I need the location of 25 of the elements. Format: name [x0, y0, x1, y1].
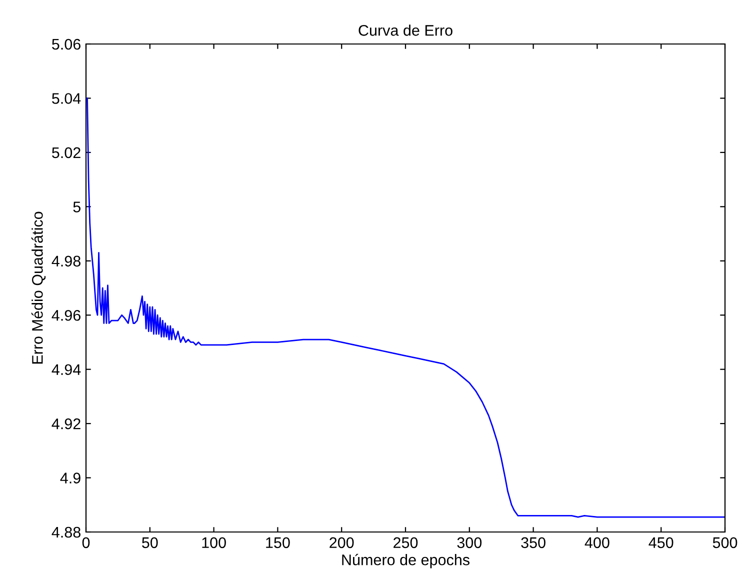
chart-title: Curva de Erro: [358, 24, 452, 36]
x-tick-label: 500: [712, 537, 738, 548]
y-tick-label: 5: [73, 202, 80, 212]
x-tick-label: 200: [330, 537, 354, 548]
y-tick-label: 5.04: [52, 93, 81, 104]
x-tick-label: 450: [648, 537, 674, 548]
y-tick-label: 4.98: [52, 256, 80, 267]
x-tick-label: 400: [584, 537, 610, 548]
y-tick-label: 5.02: [52, 147, 80, 158]
x-tick-label: 300: [457, 537, 482, 548]
y-tick-label: 5.06: [52, 38, 80, 50]
y-tick-label: 4.88: [52, 526, 80, 538]
y-tick-label: 4.9: [60, 472, 80, 484]
y-axis-title: Erro Médio Quadrático: [31, 212, 46, 364]
x-tick-label: 150: [266, 537, 290, 548]
x-tick-label: 50: [142, 537, 158, 548]
y-tick-label: 4.94: [52, 364, 81, 376]
x-tick-label: 350: [521, 537, 546, 548]
y-tick-label: 4.96: [52, 310, 80, 321]
line-series: [86, 98, 725, 518]
x-axis-title: Número de epochs: [342, 554, 470, 568]
y-tick-label: 4.92: [52, 418, 80, 430]
x-tick-label: 250: [394, 537, 418, 548]
x-tick-label: 100: [202, 537, 226, 548]
x-tick-label: 0: [82, 537, 90, 548]
